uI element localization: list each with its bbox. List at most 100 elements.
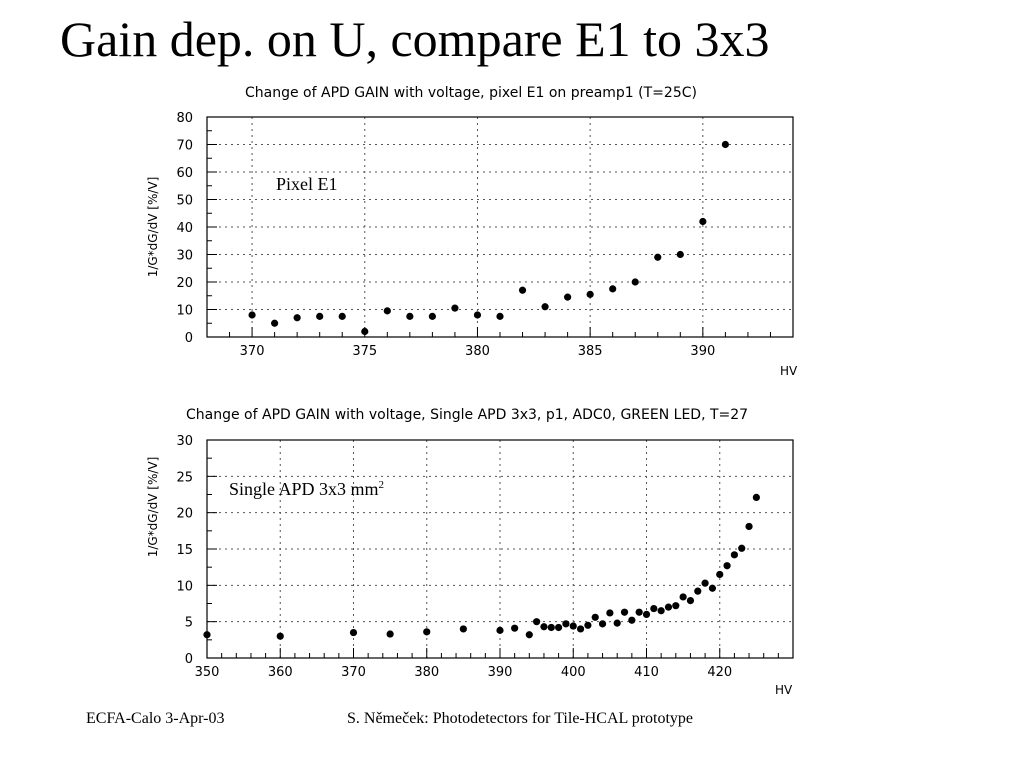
data-point — [598, 620, 607, 628]
data-point — [540, 623, 548, 631]
data-point — [664, 603, 673, 611]
data-point — [620, 608, 629, 616]
data-point — [547, 623, 555, 632]
chart-title: Change of APD GAIN with voltage, pixel E… — [245, 85, 697, 101]
x-tick-label: 350 — [195, 665, 220, 680]
x-axis-label: HV — [780, 364, 798, 378]
data-point — [642, 610, 651, 619]
chart-annotation: Pixel E1 — [276, 174, 338, 194]
data-point — [496, 312, 504, 320]
chart-title: Change of APD GAIN with voltage, Single … — [186, 407, 748, 423]
footer-author: S. Němeček: Photodetectors for Tile-HCAL… — [347, 710, 694, 727]
data-point — [383, 307, 391, 315]
y-tick-label: 80 — [176, 111, 193, 126]
x-tick-label: 375 — [352, 344, 377, 359]
x-tick-label: 390 — [690, 344, 715, 359]
y-tick-label: 20 — [176, 507, 193, 522]
y-tick-label: 25 — [176, 470, 193, 485]
x-tick-label: 360 — [268, 665, 293, 680]
data-point — [316, 312, 324, 320]
data-point — [423, 628, 431, 636]
x-tick-label: 410 — [634, 665, 659, 680]
data-point — [451, 304, 459, 312]
data-point — [609, 285, 617, 293]
data-point — [672, 602, 680, 610]
data-point — [349, 628, 358, 637]
data-point — [721, 140, 729, 149]
y-tick-label: 5 — [185, 616, 193, 631]
data-point — [699, 217, 707, 226]
x-tick-label: 370 — [240, 344, 265, 359]
data-point — [541, 303, 549, 311]
y-tick-label: 15 — [176, 543, 193, 558]
data-point — [694, 587, 702, 595]
y-tick-label: 70 — [176, 139, 193, 154]
data-point — [745, 522, 753, 531]
data-point — [555, 623, 563, 632]
data-point — [203, 631, 211, 639]
y-tick-label: 40 — [176, 221, 193, 236]
data-point — [606, 609, 614, 617]
data-point — [738, 544, 746, 552]
data-point — [338, 312, 346, 320]
data-point — [562, 620, 570, 628]
data-point — [533, 618, 541, 626]
data-point — [701, 579, 709, 587]
data-point — [496, 626, 504, 634]
y-tick-label: 10 — [176, 579, 193, 594]
x-axis-label: HV — [775, 683, 793, 697]
data-point — [525, 631, 533, 639]
x-tick-label: 400 — [561, 665, 586, 680]
data-point — [564, 293, 572, 301]
data-point — [635, 608, 643, 616]
x-tick-label: 390 — [488, 665, 513, 680]
data-point — [518, 286, 527, 294]
y-axis-label: 1/G*dG/dV [%/V] — [146, 177, 160, 278]
annotation-superscript: 2 — [379, 479, 385, 491]
data-point — [576, 625, 585, 633]
data-point — [631, 278, 639, 286]
data-point — [716, 570, 724, 579]
x-tick-label: 380 — [414, 665, 439, 680]
y-tick-label: 50 — [176, 194, 193, 209]
data-point — [511, 624, 519, 632]
x-tick-label: 380 — [465, 344, 490, 359]
data-point — [459, 625, 467, 633]
data-point — [752, 493, 760, 502]
data-point — [569, 622, 577, 630]
data-point — [654, 253, 662, 261]
data-point — [428, 312, 436, 320]
y-tick-label: 30 — [176, 434, 193, 449]
data-point — [591, 613, 599, 621]
slide-title: Gain dep. on U, compare E1 to 3x3 — [60, 11, 770, 67]
data-point — [473, 311, 482, 319]
footer-event: ECFA-Calo 3-Apr-03 — [86, 710, 225, 727]
data-point — [628, 616, 636, 624]
data-point — [276, 632, 284, 640]
y-tick-label: 0 — [185, 652, 193, 667]
data-point — [708, 584, 717, 592]
x-tick-label: 420 — [707, 665, 732, 680]
y-tick-label: 10 — [176, 304, 193, 319]
chart-1: Change of APD GAIN with voltage, pixel E… — [146, 85, 798, 378]
data-point — [586, 290, 594, 298]
x-tick-label: 370 — [341, 665, 366, 680]
y-tick-label: 20 — [176, 276, 193, 291]
y-axis-label: 1/G*dG/dV [%/V] — [146, 457, 160, 558]
chart-2: Change of APD GAIN with voltage, Single … — [146, 407, 794, 697]
data-point — [386, 630, 394, 638]
data-point — [613, 619, 621, 627]
x-tick-label: 385 — [578, 344, 603, 359]
data-point — [676, 250, 684, 259]
chart-annotation: Single APD 3x3 mm2 — [229, 479, 384, 499]
data-point — [657, 607, 665, 615]
y-tick-label: 30 — [176, 249, 193, 264]
data-point — [293, 314, 301, 322]
data-point — [730, 551, 739, 559]
data-point — [361, 327, 369, 336]
y-tick-label: 0 — [185, 331, 193, 346]
data-point — [584, 621, 592, 629]
data-point — [679, 593, 687, 601]
y-tick-label: 60 — [176, 166, 193, 181]
